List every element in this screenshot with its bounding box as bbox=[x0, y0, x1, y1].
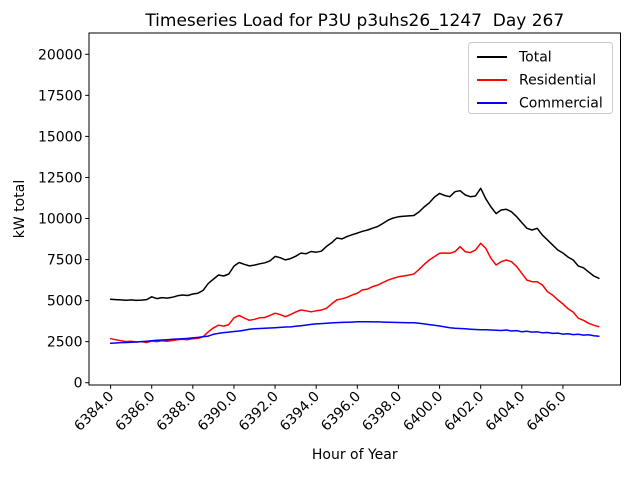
x-tick-label: 6404.0 bbox=[483, 389, 529, 435]
x-axis: 6384.06386.06388.06390.06392.06394.06396… bbox=[71, 385, 570, 435]
legend-entry-commercial: Commercial bbox=[477, 96, 603, 112]
series-lines bbox=[109, 187, 600, 345]
x-tick-label: 6386.0 bbox=[113, 389, 159, 435]
x-tick-label: 6398.0 bbox=[359, 389, 405, 435]
y-axis-label: kW total bbox=[12, 180, 28, 238]
series-line-residential bbox=[109, 242, 600, 344]
x-tick-label: 6400.0 bbox=[400, 389, 446, 435]
legend-label-residential: Residential bbox=[519, 73, 596, 89]
series-line-total bbox=[109, 187, 600, 302]
x-tick-label: 6406.0 bbox=[524, 389, 570, 435]
legend-entry-total: Total bbox=[477, 50, 552, 66]
x-tick-label: 6396.0 bbox=[318, 389, 364, 435]
legend-label-commercial: Commercial bbox=[519, 96, 603, 112]
legend: Total Residential Commercial bbox=[468, 42, 613, 114]
y-tick-label: 7500 bbox=[47, 253, 83, 269]
x-axis-label: Hour of Year bbox=[312, 447, 398, 463]
y-tick-label: 15000 bbox=[38, 129, 83, 145]
legend-label-total: Total bbox=[518, 50, 552, 66]
x-tick-label: 6394.0 bbox=[277, 389, 323, 435]
series-line-commercial bbox=[109, 320, 600, 345]
x-tick-label: 6402.0 bbox=[442, 389, 488, 435]
x-tick-label: 6392.0 bbox=[236, 389, 282, 435]
y-tick-label: 20000 bbox=[38, 47, 83, 63]
y-tick-label: 5000 bbox=[47, 294, 83, 310]
x-tick-label: 6390.0 bbox=[195, 389, 241, 435]
legend-box bbox=[468, 42, 613, 114]
y-tick-label: 2500 bbox=[47, 335, 83, 351]
y-tick-label: 0 bbox=[74, 376, 83, 392]
y-axis: 0 2500 5000 7500 10000 12500 15000 17500 20000 bbox=[38, 47, 89, 392]
y-tick-label: 17500 bbox=[38, 88, 83, 104]
legend-entry-residential: Residential bbox=[477, 73, 596, 89]
x-tick-label: 6388.0 bbox=[154, 389, 200, 435]
y-tick-label: 12500 bbox=[38, 170, 83, 186]
x-tick-label: 6384.0 bbox=[71, 389, 117, 435]
chart-title: Timeseries Load for P3U p3uhs26_1247 Day… bbox=[144, 11, 564, 31]
plot-border bbox=[88, 32, 621, 386]
y-tick-label: 10000 bbox=[38, 211, 83, 227]
